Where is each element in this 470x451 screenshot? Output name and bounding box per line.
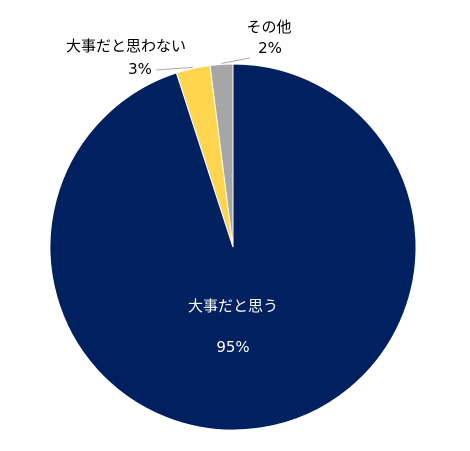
slice-label-agree-value: 95%: [216, 338, 249, 356]
leader-line-disagree: [155, 66, 193, 71]
pie-slice-other: [209, 63, 234, 248]
leader-line-other: [221, 57, 251, 64]
slice-label-other-value: 2%: [258, 39, 282, 57]
slice-label-agree-category: 大事だと思う: [188, 297, 278, 315]
pie-slices: [49, 63, 417, 431]
slice-label-disagree-category: 大事だと思わない: [66, 37, 186, 55]
slice-label-other-category: その他: [246, 18, 291, 36]
slice-label-disagree-value: 3%: [128, 60, 152, 78]
leader-lines: [155, 57, 251, 71]
